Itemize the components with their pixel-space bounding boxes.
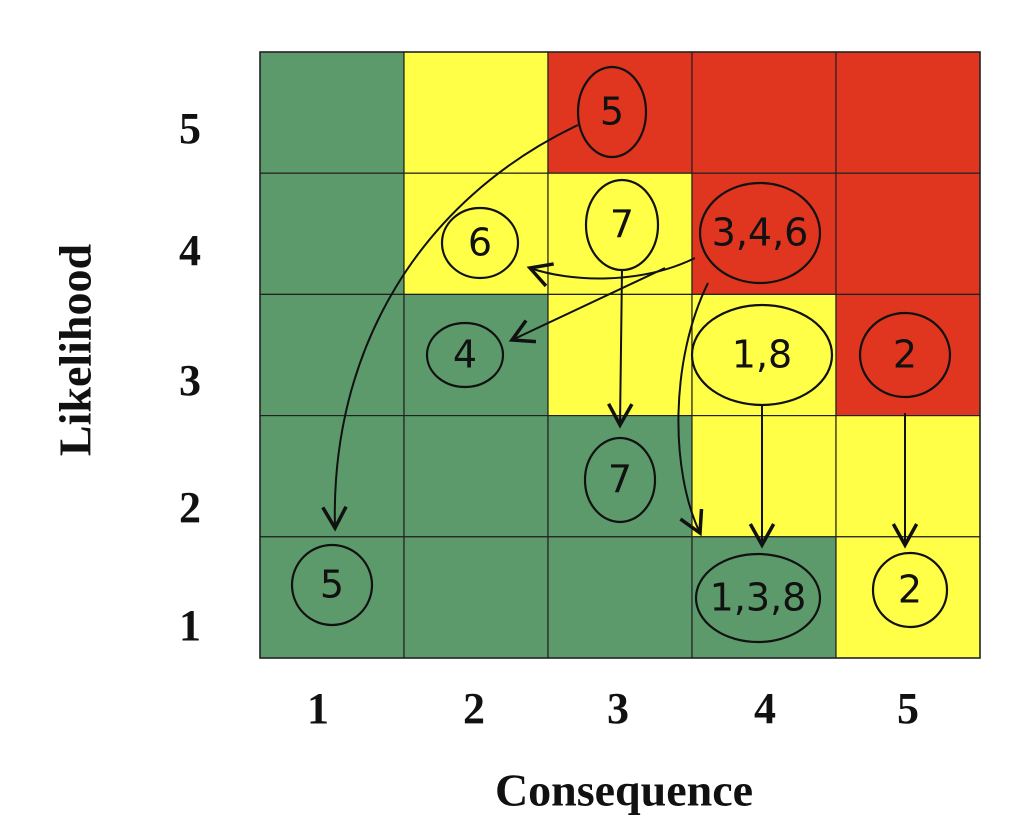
cell <box>403 415 549 538</box>
note-label: 6 <box>468 221 492 265</box>
cell <box>547 415 693 538</box>
arrow <box>321 124 579 532</box>
y-tick-label: 4 <box>179 226 201 275</box>
note-label: 1,3,8 <box>710 576 807 620</box>
circled-note <box>425 321 505 389</box>
x-axis-title: Consequence <box>495 765 753 816</box>
note-label: 1,8 <box>732 333 792 377</box>
grid <box>259 51 981 659</box>
circled-note <box>584 178 660 272</box>
annotations: 5 6 7 3,4,6 4 1,8 2 7 5 1,3,8 2 <box>290 65 952 644</box>
x-tick-label: 3 <box>607 684 629 733</box>
y-tick-label: 2 <box>179 483 201 532</box>
note-label: 4 <box>453 333 477 377</box>
cell <box>835 51 981 174</box>
cell <box>691 415 837 538</box>
cell <box>547 172 693 295</box>
x-tick-label: 4 <box>754 684 776 733</box>
y-tick-label: 1 <box>179 601 201 650</box>
arrow <box>677 282 709 537</box>
circled-note <box>694 552 822 644</box>
cell <box>835 415 981 538</box>
cell <box>259 415 405 538</box>
note-label: 3,4,6 <box>712 211 809 255</box>
grid-border <box>259 51 981 659</box>
x-tick-label: 5 <box>897 684 919 733</box>
y-tick-label: 5 <box>179 104 201 153</box>
cell <box>403 536 549 659</box>
note-label: 2 <box>898 568 922 612</box>
circled-note <box>698 181 822 285</box>
circled-note <box>576 65 648 159</box>
arrow <box>607 269 634 429</box>
circled-note <box>440 206 520 280</box>
cell <box>259 51 405 174</box>
x-tick-label: 2 <box>463 684 485 733</box>
y-tick-label: 3 <box>179 356 201 405</box>
x-tick-label: 1 <box>307 684 329 733</box>
circled-note <box>583 436 657 524</box>
cell <box>691 293 837 417</box>
cell <box>259 172 405 295</box>
arrow <box>508 267 666 344</box>
cell <box>835 536 981 659</box>
circled-note <box>290 543 374 627</box>
cell <box>835 172 981 295</box>
note-label: 5 <box>320 563 344 607</box>
circled-note <box>871 551 949 629</box>
y-axis-title: Likelihood <box>50 243 101 456</box>
arrow <box>526 257 696 288</box>
circled-note <box>858 311 952 399</box>
note-label: 5 <box>600 90 624 134</box>
cell <box>547 536 693 659</box>
arrows <box>321 124 919 549</box>
circled-note <box>690 303 834 407</box>
cell <box>259 536 405 659</box>
cell <box>403 51 549 174</box>
cell <box>691 51 837 174</box>
note-label: 2 <box>893 333 917 377</box>
note-label: 7 <box>608 458 632 502</box>
note-label: 7 <box>610 203 634 247</box>
